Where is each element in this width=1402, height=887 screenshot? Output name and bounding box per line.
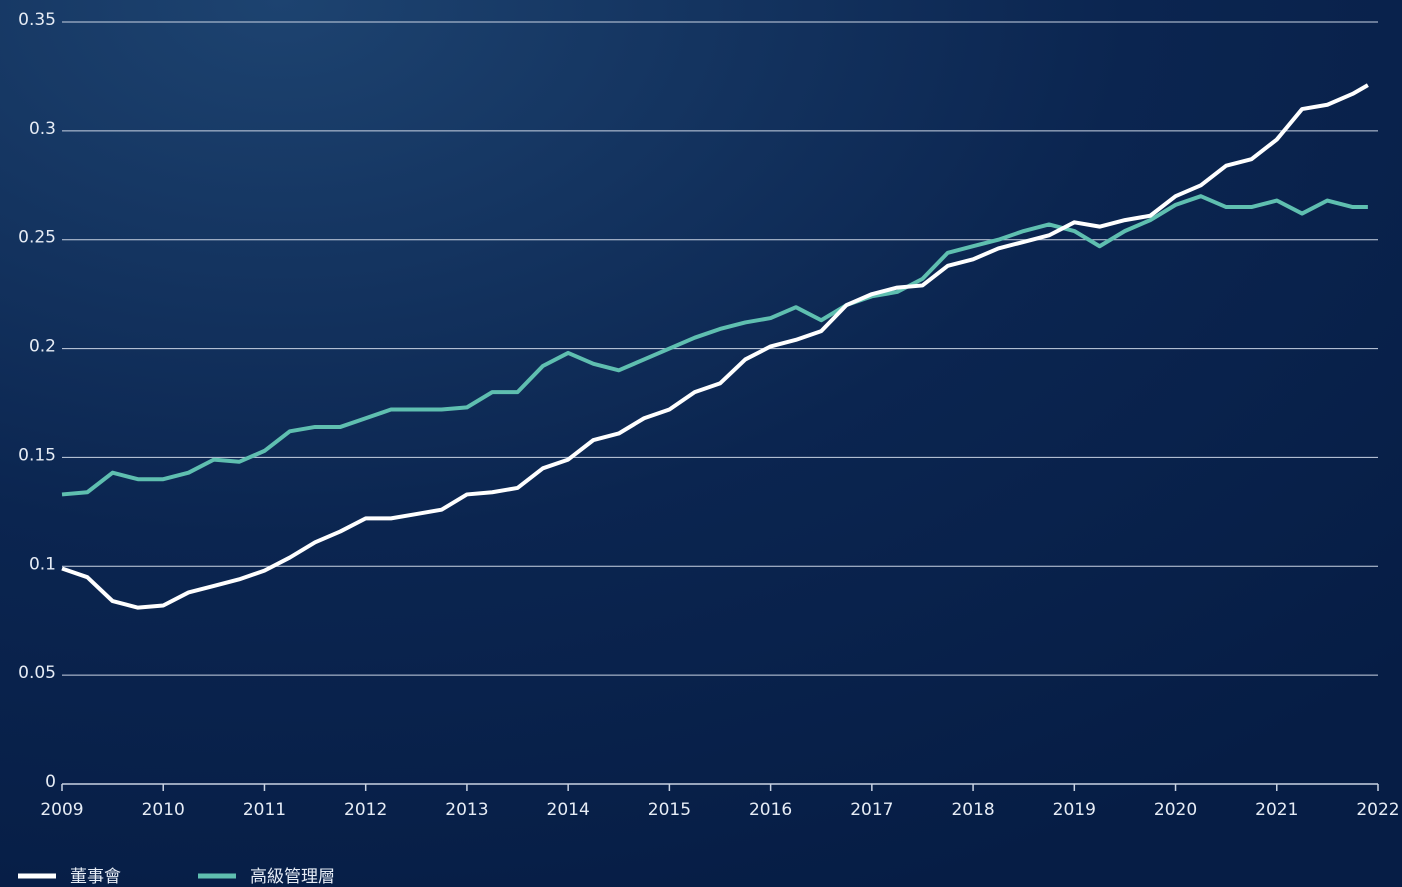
legend-label: 高級管理層 — [250, 867, 335, 887]
y-tick-label: 0.1 — [29, 554, 56, 574]
y-tick-label: 0.35 — [18, 10, 56, 30]
x-tick-label: 2011 — [243, 800, 286, 820]
x-tick-label: 2009 — [40, 800, 83, 820]
y-tick-label: 0.05 — [18, 663, 56, 683]
x-tick-label: 2018 — [951, 800, 994, 820]
x-tick-label: 2019 — [1053, 800, 1096, 820]
y-tick-label: 0.15 — [18, 445, 56, 465]
y-tick-label: 0.3 — [29, 119, 56, 139]
x-tick-label: 2017 — [850, 800, 893, 820]
y-tick-label: 0 — [45, 772, 56, 792]
x-tick-label: 2016 — [749, 800, 792, 820]
x-tick-label: 2014 — [547, 800, 590, 820]
x-tick-label: 2015 — [648, 800, 691, 820]
legend-label: 董事會 — [70, 867, 121, 887]
x-tick-label: 2013 — [445, 800, 488, 820]
x-tick-label: 2010 — [142, 800, 185, 820]
x-tick-label: 2021 — [1255, 800, 1298, 820]
x-tick-label: 2012 — [344, 800, 387, 820]
x-tick-label: 2022 — [1356, 800, 1399, 820]
x-tick-label: 2020 — [1154, 800, 1197, 820]
y-tick-label: 0.2 — [29, 337, 56, 357]
series-line — [61, 194, 1368, 497]
y-tick-label: 0.25 — [18, 228, 56, 248]
series-line — [61, 83, 1369, 610]
